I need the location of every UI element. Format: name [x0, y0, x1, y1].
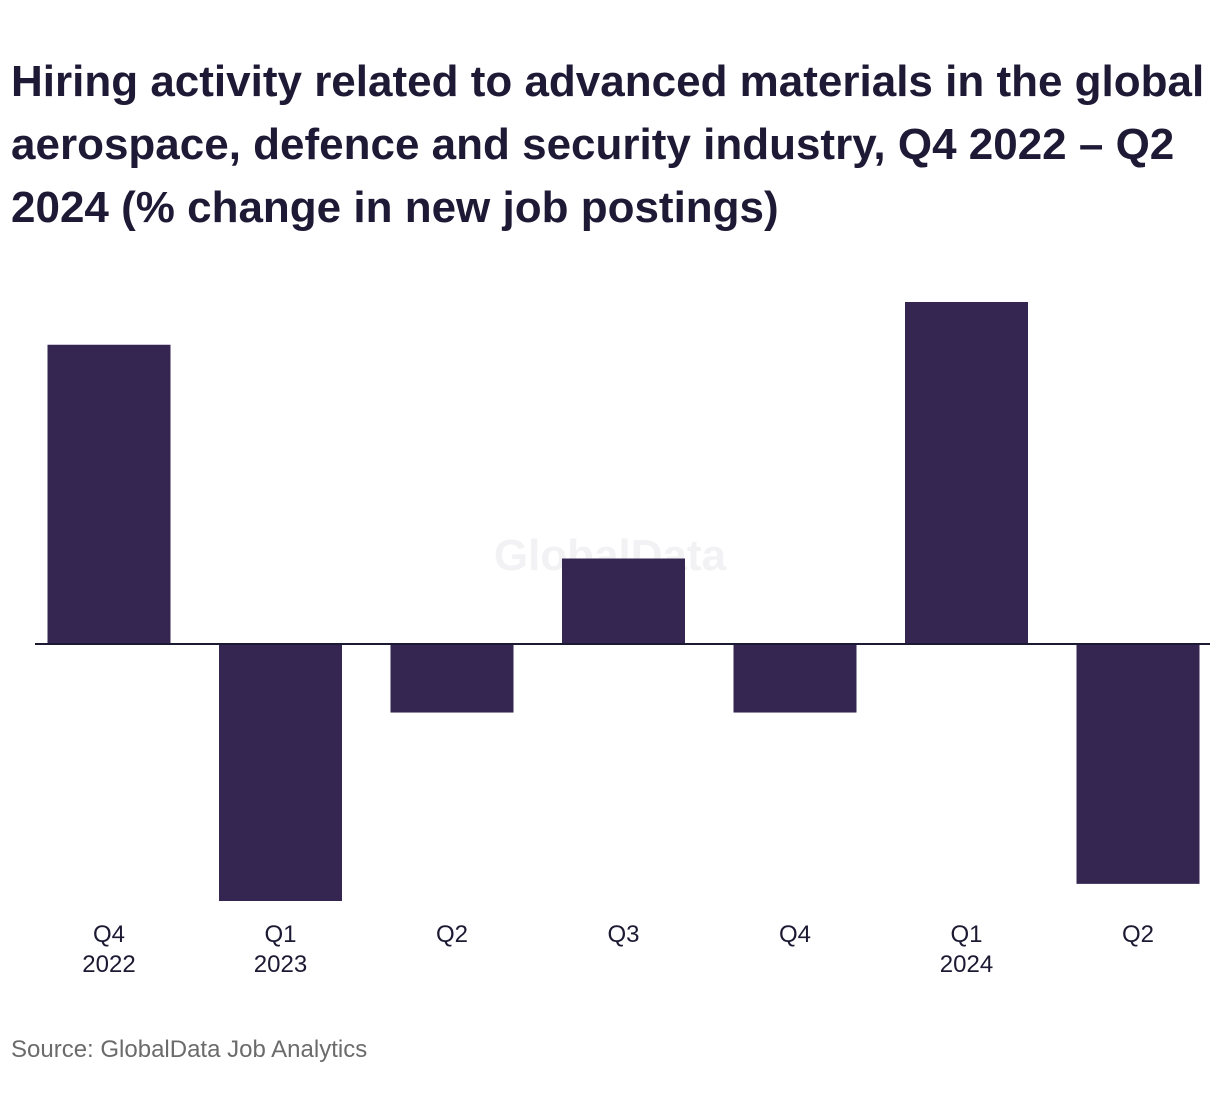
bar-3 [562, 558, 685, 644]
x-tick-quarter-0: Q4 [93, 921, 125, 948]
x-tick-year-0: 2022 [82, 951, 135, 978]
x-tick-quarter-1: Q1 [264, 921, 296, 948]
x-tick-year-5: 2024 [940, 951, 993, 978]
x-tick-quarter-3: Q3 [607, 921, 639, 948]
bars-group [47, 302, 1200, 901]
chart-title: Hiring activity related to advanced mate… [11, 57, 1205, 232]
x-tick-quarter-4: Q4 [779, 921, 811, 948]
bar-6 [1076, 644, 1200, 884]
x-tick-quarter-2: Q2 [436, 921, 468, 948]
x-tick-labels: Q4 2022 Q1 2023 Q2 Q3 Q4 Q1 2024 Q2 [82, 921, 1154, 978]
bar-1 [219, 644, 342, 901]
x-tick-quarter-5: Q1 [950, 921, 982, 948]
source-note: Source: GlobalData Job Analytics [11, 1036, 368, 1063]
x-tick-year-1: 2023 [254, 951, 307, 978]
x-tick-quarter-6: Q2 [1122, 921, 1154, 948]
bar-0 [47, 344, 171, 644]
bar-2 [390, 644, 514, 713]
bar-4 [733, 644, 857, 713]
bar-5 [905, 302, 1028, 644]
